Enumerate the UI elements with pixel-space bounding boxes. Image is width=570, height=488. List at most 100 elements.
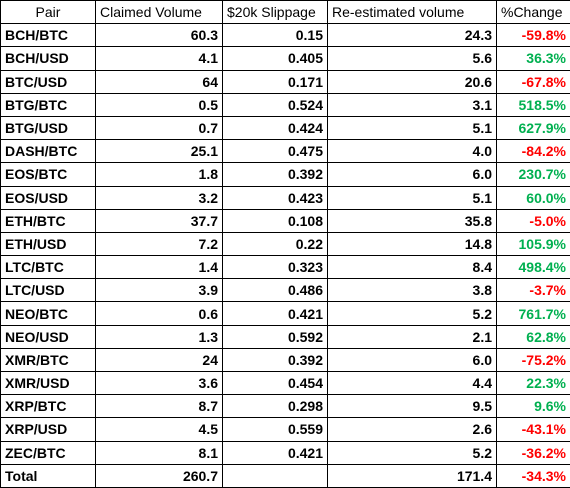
- body-row: DASH/BTC 25.1 0.475 4.0 -84.2%: [0, 139, 570, 164]
- value-cell: -59.8%: [496, 23, 570, 48]
- value-cell: 230.7%: [496, 162, 570, 187]
- value-cell: 0.15: [222, 23, 328, 48]
- value-cell: 8.1: [95, 440, 223, 465]
- body-row: EOS/BTC 1.8 0.392 6.0 230.7%: [0, 162, 570, 187]
- value-cell: 5.2: [327, 301, 497, 326]
- value-cell: 0.524: [222, 92, 328, 117]
- value-cell: -67.8%: [496, 69, 570, 94]
- value-cell: 1.4: [95, 255, 223, 280]
- pair-cell: BTC/USD: [0, 69, 96, 94]
- body-row: BTG/USD 0.7 0.424 5.1 627.9%: [0, 115, 570, 141]
- pair-cell: ETH/USD: [0, 231, 96, 257]
- body-row: ZEC/BTC 8.1 0.421 5.2 -36.2%: [0, 440, 570, 465]
- value-cell: 5.2: [327, 440, 497, 465]
- pair-cell: EOS/BTC: [0, 162, 96, 187]
- value-cell: 14.8: [327, 231, 497, 257]
- value-cell: 25.1: [95, 139, 223, 164]
- value-cell: -3.7%: [496, 278, 570, 303]
- pair-cell: XRP/USD: [0, 417, 96, 442]
- value-cell: 8.4: [327, 255, 497, 280]
- pair-cell: NEO/BTC: [0, 301, 96, 326]
- body-row: BTG/BTC 0.5 0.524 3.1 518.5%: [0, 92, 570, 117]
- value-cell: -5.0%: [496, 208, 570, 233]
- pair-cell: DASH/BTC: [0, 139, 96, 164]
- body-row: ETH/BTC 37.7 0.108 35.8 -5.0%: [0, 208, 570, 233]
- value-cell: 5.1: [327, 185, 497, 210]
- value-cell: 9.5: [327, 394, 497, 419]
- value-cell: 0.559: [222, 417, 328, 442]
- header-cell: Claimed Volume: [95, 0, 223, 25]
- pair-cell: LTC/USD: [0, 278, 96, 303]
- value-cell: -84.2%: [496, 139, 570, 164]
- body-row: EOS/USD 3.2 0.423 5.1 60.0%: [0, 185, 570, 210]
- value-cell: 4.4: [327, 370, 497, 396]
- total-row: Total 260.7 171.4 -34.3%: [0, 463, 570, 488]
- value-cell: 24: [95, 347, 223, 373]
- value-cell: 761.7%: [496, 301, 570, 326]
- value-cell: 4.0: [327, 139, 497, 164]
- header-cell: Pair: [0, 0, 96, 25]
- body-row: XRP/USD 4.5 0.559 2.6 -43.1%: [0, 417, 570, 442]
- value-cell: 4.5: [95, 417, 223, 442]
- value-cell: 7.2: [95, 231, 223, 257]
- pair-cell: BCH/USD: [0, 46, 96, 71]
- value-cell: 2.1: [327, 324, 497, 349]
- body-row: LTC/BTC 1.4 0.323 8.4 498.4%: [0, 255, 570, 280]
- header-cell: %Change: [496, 0, 570, 25]
- header-cell: Re-estimated volume: [327, 0, 497, 25]
- value-cell: 37.7: [95, 208, 223, 233]
- value-cell: 5.6: [327, 46, 497, 71]
- value-cell: 0.323: [222, 255, 328, 280]
- value-cell: -75.2%: [496, 347, 570, 373]
- value-cell: 60.3: [95, 23, 223, 48]
- value-cell: 0.171: [222, 69, 328, 94]
- value-cell: 0.454: [222, 370, 328, 396]
- value-cell: -43.1%: [496, 417, 570, 442]
- value-cell: 0.22: [222, 231, 328, 257]
- pair-cell: NEO/USD: [0, 324, 96, 349]
- value-cell: 1.8: [95, 162, 223, 187]
- pair-cell: ZEC/BTC: [0, 440, 96, 465]
- value-cell: 0.421: [222, 440, 328, 465]
- pair-cell: XRP/BTC: [0, 394, 96, 419]
- header-cell: $20k Slippage: [222, 0, 328, 25]
- value-cell: 9.6%: [496, 394, 570, 419]
- value-cell: 1.3: [95, 324, 223, 349]
- pair-cell: XMR/BTC: [0, 347, 96, 373]
- total-claimed: 260.7: [95, 463, 223, 488]
- pair-cell: BTG/USD: [0, 115, 96, 141]
- total-change: -34.3%: [496, 463, 570, 488]
- pair-cell: ETH/BTC: [0, 208, 96, 233]
- value-cell: 0.421: [222, 301, 328, 326]
- value-cell: 3.9: [95, 278, 223, 303]
- value-cell: 0.592: [222, 324, 328, 349]
- value-cell: 0.298: [222, 394, 328, 419]
- value-cell: -36.2%: [496, 440, 570, 465]
- body-row: BCH/USD 4.1 0.405 5.6 36.3%: [0, 46, 570, 71]
- value-cell: 0.475: [222, 139, 328, 164]
- value-cell: 627.9%: [496, 115, 570, 141]
- body-row: NEO/BTC 0.6 0.421 5.2 761.7%: [0, 301, 570, 326]
- body-row: XRP/BTC 8.7 0.298 9.5 9.6%: [0, 394, 570, 419]
- value-cell: 22.3%: [496, 370, 570, 396]
- value-cell: 0.405: [222, 46, 328, 71]
- value-cell: 3.8: [327, 278, 497, 303]
- body-row: XMR/BTC 24 0.392 6.0 -75.2%: [0, 347, 570, 373]
- value-cell: 6.0: [327, 347, 497, 373]
- pair-cell: LTC/BTC: [0, 255, 96, 280]
- value-cell: 4.1: [95, 46, 223, 71]
- head-row: Pair Claimed Volume $20k Slippage Re-estima…: [0, 0, 570, 25]
- pair-cell: EOS/USD: [0, 185, 96, 210]
- body-row: BTC/USD 64 0.171 20.6 -67.8%: [0, 69, 570, 94]
- value-cell: 0.392: [222, 162, 328, 187]
- value-cell: 0.5: [95, 92, 223, 117]
- value-cell: 105.9%: [496, 231, 570, 257]
- body-row: LTC/USD 3.9 0.486 3.8 -3.7%: [0, 278, 570, 303]
- total-label: Total: [0, 463, 96, 488]
- value-cell: 3.1: [327, 92, 497, 117]
- pair-cell: XMR/USD: [0, 370, 96, 396]
- pair-cell: BTG/BTC: [0, 92, 96, 117]
